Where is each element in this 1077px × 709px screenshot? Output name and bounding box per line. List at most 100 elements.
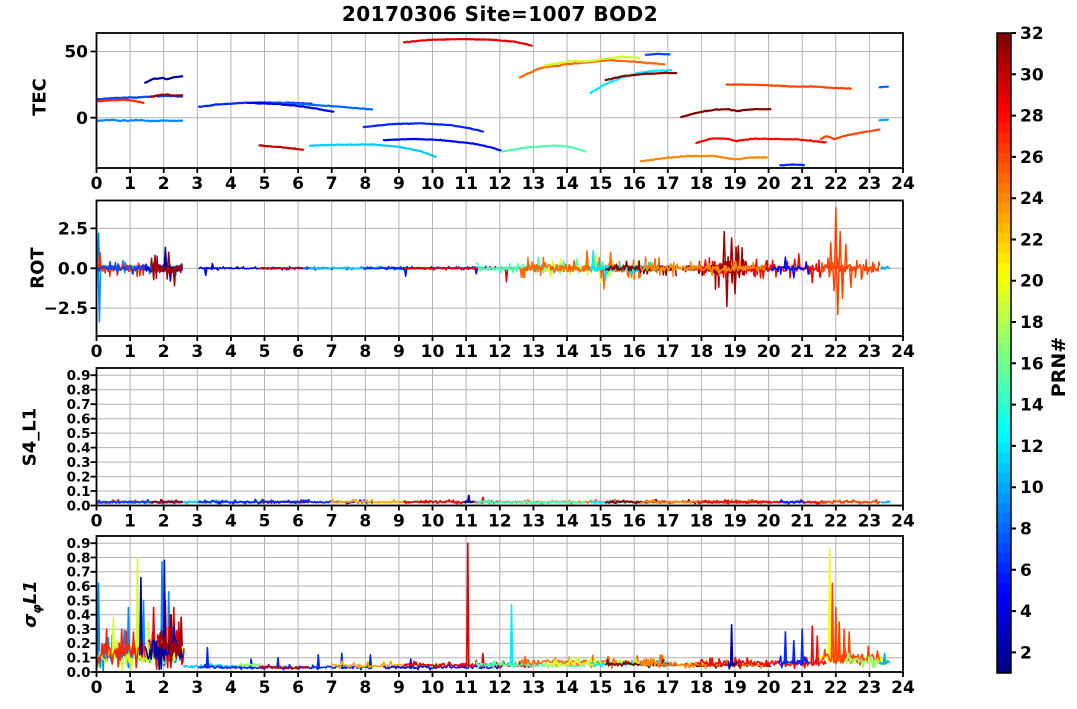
series-prn-10 — [878, 652, 891, 666]
colorbar-gradient-step — [997, 293, 1011, 304]
x-tick-label: 13 — [522, 512, 546, 532]
series-prn-25 — [519, 654, 666, 669]
x-tick-label: 2 — [158, 342, 170, 362]
colorbar-tick-label: 16 — [1020, 354, 1044, 374]
series-prn-30 — [258, 663, 309, 670]
series-prn-27 — [96, 251, 146, 278]
series-prn-15 — [500, 144, 587, 153]
x-tick-label: 18 — [690, 678, 714, 698]
x-tick-label: 4 — [225, 512, 237, 532]
x-tick-label: 6 — [292, 174, 304, 194]
x-tick-label: 6 — [292, 342, 304, 362]
colorbar-tick-label: 2 — [1020, 643, 1032, 663]
x-tick-label: 22 — [824, 342, 848, 362]
phi-subscript-glyph: φ — [29, 604, 44, 614]
x-tick-label: 17 — [656, 174, 680, 194]
x-tick-label: 10 — [421, 174, 445, 194]
colorbar-gradient-step — [997, 103, 1011, 114]
colorbar-gradient-step — [997, 443, 1011, 454]
y-tick-label: 0.8 — [67, 383, 91, 399]
series-prn-31 — [710, 230, 748, 308]
colorbar-tick-label: 28 — [1020, 107, 1044, 127]
y-tick-label: 0.5 — [67, 426, 91, 442]
colorbar-tick-label: 4 — [1020, 602, 1032, 622]
series-prn-30 — [258, 144, 305, 151]
colorbar-gradient-step — [997, 493, 1011, 504]
x-tick-label: 20 — [757, 342, 781, 362]
colorbar-gradient-step — [997, 213, 1011, 224]
colorbar-gradient-step — [997, 513, 1011, 524]
x-tick-label: 17 — [656, 678, 680, 698]
x-tick-label: 11 — [454, 512, 478, 532]
colorbar-gradient-step — [997, 253, 1011, 264]
colorbar-gradient-step — [997, 453, 1011, 464]
series-prn-5 — [771, 256, 810, 279]
colorbar-gradient-step — [997, 113, 1011, 124]
x-tick-label: 11 — [454, 342, 478, 362]
x-tick-label: 7 — [326, 174, 338, 194]
ticks-tec — [90, 50, 904, 173]
series-prn-10 — [880, 500, 891, 504]
y-tick-label: 0.6 — [67, 579, 91, 595]
x-tick-label: 15 — [589, 342, 613, 362]
x-tick-label: 8 — [359, 342, 371, 362]
colorbar-gradient-step — [997, 383, 1011, 394]
colorbar-gradient-step — [997, 503, 1011, 514]
x-tick-label: 15 — [589, 512, 613, 532]
series-prn-31 — [150, 498, 184, 504]
y-tick-label: 0.0 — [67, 498, 91, 514]
x-tick-label: 12 — [488, 678, 512, 698]
x-tick-label: 17 — [656, 512, 680, 532]
x-tick-label: 12 — [488, 342, 512, 362]
x-tick-label: 24 — [891, 512, 915, 532]
colorbar-tick-label: 32 — [1020, 24, 1044, 44]
series-prn-4 — [246, 101, 335, 113]
x-tick-label: 23 — [858, 512, 882, 532]
x-tick-label: 3 — [191, 174, 203, 194]
x-tick-label: 8 — [359, 678, 371, 698]
colorbar-gradient-step — [997, 653, 1011, 664]
y-tick-label: 0.3 — [67, 455, 91, 471]
series-s4_l1 — [96, 494, 891, 505]
colorbar-gradient-step — [997, 133, 1011, 144]
colorbar-gradient-step — [997, 643, 1011, 654]
x-tick-label: 13 — [522, 342, 546, 362]
colorbar-gradient-step — [997, 613, 1011, 624]
x-tick-label: 5 — [259, 678, 271, 698]
colorbar-gradient-step — [997, 63, 1011, 74]
series-prn-26 — [819, 206, 881, 316]
x-tick-label: 14 — [555, 512, 579, 532]
colorbar-gradient-step — [997, 363, 1011, 374]
x-tick-label: 20 — [757, 174, 781, 194]
y-tick-label: 0.1 — [67, 484, 91, 500]
series-rot — [96, 206, 891, 323]
y-tick-label: 0 — [76, 109, 88, 129]
colorbar-gradient-step — [997, 243, 1011, 254]
x-tick-label: 1 — [124, 174, 136, 194]
panel-sigma_phi_l1: 0 1 2 3 4 5 6 7 8 9 10 11 12 13 14 15 16 17 18 19 20 21 22 23 24… — [67, 535, 915, 698]
x-tick-label: 24 — [891, 342, 915, 362]
x-tick-label: 11 — [454, 678, 478, 698]
colorbar-gradient-step — [997, 573, 1011, 584]
colorbar-gradient-step — [997, 583, 1011, 594]
x-tick-label: 13 — [522, 174, 546, 194]
colorbar-gradient-step — [997, 553, 1011, 564]
x-tick-label: 4 — [225, 342, 237, 362]
x-tick-label: 5 — [259, 342, 271, 362]
x-tick-label: 5 — [259, 512, 271, 532]
x-tick-label: 22 — [824, 678, 848, 698]
x-tick-label: 2 — [158, 512, 170, 532]
x-tick-label: 15 — [589, 174, 613, 194]
series-prn-2 — [144, 75, 184, 84]
x-tick-label: 21 — [790, 342, 814, 362]
ticks-sigma_phi_l1 — [90, 542, 904, 677]
x-tick-label: 19 — [723, 678, 747, 698]
series-prn-26 — [819, 582, 881, 666]
colorbar-gradient-step — [997, 433, 1011, 444]
x-tick-label: 2 — [158, 678, 170, 698]
x-tick-label: 22 — [824, 174, 848, 194]
series-prn-27 — [96, 98, 145, 104]
series-prn-10 — [878, 118, 889, 122]
colorbar-gradient-step — [997, 563, 1011, 574]
